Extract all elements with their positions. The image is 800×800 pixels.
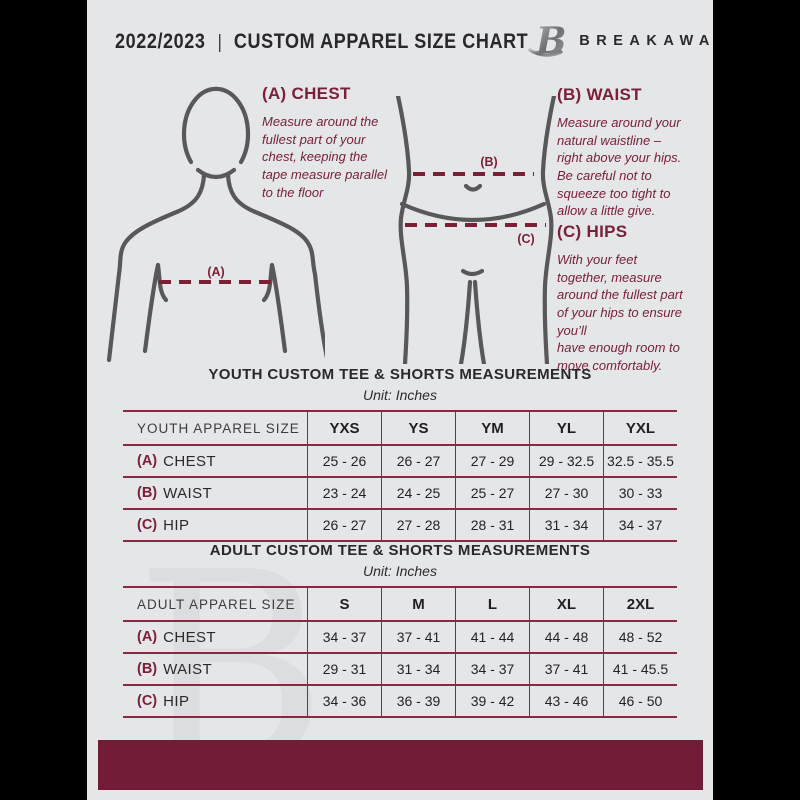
table-row: (B) WAIST 23 - 24 24 - 25 25 - 27 27 - 30 30 -… — [123, 478, 677, 510]
row-label: (C) HIP — [123, 686, 307, 716]
chest-marker-label: (A) — [207, 265, 224, 279]
measurement-value-cell: 44 - 48 — [529, 622, 603, 652]
table-row: (A) CHEST 25 - 26 26 - 27 27 - 29 29 - 32.5 32… — [123, 446, 677, 478]
chest-measurement-diagram: (A) — [106, 86, 325, 363]
row-label-text: HIP — [163, 516, 190, 534]
row-label: (B) WAIST — [123, 654, 307, 684]
chest-guide-heading: (A) CHEST — [262, 84, 351, 103]
size-chart-page: B 2022/2023 | CUSTOM APPAREL SIZE CHART … — [87, 0, 713, 800]
measurement-value-cell: 30 - 33 — [603, 478, 677, 508]
measurement-value-cell: 27 - 30 — [529, 478, 603, 508]
hips-guide-section: (C) HIPS With your feet together, measur… — [557, 222, 713, 375]
measurement-value-cell: 34 - 37 — [307, 622, 381, 652]
youth-size-table: YOUTH APPAREL SIZE YXS YS YM YL YXL (A) CHEST 25… — [123, 410, 677, 542]
size-column-header: YM — [455, 412, 529, 444]
row-label-prefix: (B) — [137, 485, 158, 501]
row-label-text: WAIST — [163, 660, 213, 678]
measurement-value-cell: 29 - 31 — [307, 654, 381, 684]
size-column-header: S — [307, 588, 381, 620]
row-label: (A) CHEST — [123, 622, 307, 652]
row-label-text: HIP — [163, 692, 190, 710]
row-label-text: CHEST — [163, 452, 216, 470]
row-label-prefix: (A) — [137, 453, 158, 469]
header-year: 2022/2023 — [115, 28, 206, 53]
measurement-value-cell: 27 - 29 — [455, 446, 529, 476]
measurement-value-cell: 31 - 34 — [529, 510, 603, 540]
table-header-row: ADULT APPAREL SIZE S M L XL 2XL — [123, 588, 677, 622]
measurement-value-cell: 37 - 41 — [529, 654, 603, 684]
youth-table-title: YOUTH CUSTOM TEE & SHORTS MEASUREMENTS — [208, 366, 592, 383]
measurement-value-cell: 24 - 25 — [381, 478, 455, 508]
waist-hips-measurement-diagram: (B) (C) — [395, 96, 557, 364]
size-column-header: YL — [529, 412, 603, 444]
table-row: (C) HIP 34 - 36 36 - 39 39 - 42 43 - 46 46 - 5… — [123, 686, 677, 718]
waist-marker-label: (B) — [480, 155, 497, 169]
size-column-header: L — [455, 588, 529, 620]
table-header-row: YOUTH APPAREL SIZE YXS YS YM YL YXL — [123, 412, 677, 446]
row-label-prefix: (C) — [137, 517, 158, 533]
size-column-header: XL — [529, 588, 603, 620]
row-label-column-header: ADULT APPAREL SIZE — [137, 596, 296, 612]
brand-name: BREAKAWAY — [579, 33, 713, 49]
measurement-value-cell: 23 - 24 — [307, 478, 381, 508]
size-column-header: YS — [381, 412, 455, 444]
measurement-value-cell: 37 - 41 — [381, 622, 455, 652]
page-title: CUSTOM APPAREL SIZE CHART — [233, 28, 529, 53]
measurement-value-cell: 25 - 26 — [307, 446, 381, 476]
chest-guide-section: (A) CHEST Measure around the fullest par… — [262, 84, 404, 201]
measurement-value-cell: 25 - 27 — [455, 478, 529, 508]
header-divider: | — [217, 29, 222, 52]
youth-table-unit: Unit: Inches — [363, 387, 437, 403]
measurement-value-cell: 46 - 50 — [603, 686, 677, 716]
measurement-value-cell: 43 - 46 — [529, 686, 603, 716]
row-label-text: CHEST — [163, 628, 216, 646]
measurement-value-cell: 26 - 27 — [307, 510, 381, 540]
adult-table-title: ADULT CUSTOM TEE & SHORTS MEASUREMENTS — [209, 542, 591, 559]
footer-bar — [98, 740, 703, 790]
row-label: (A) CHEST — [123, 446, 307, 476]
adult-size-table: ADULT APPAREL SIZE S M L XL 2XL (A) CHEST 34 - 3… — [123, 586, 677, 718]
waist-guide-heading: (B) WAIST — [557, 85, 642, 104]
measurement-value-cell: 34 - 37 — [603, 510, 677, 540]
measurement-value-cell: 26 - 27 — [381, 446, 455, 476]
row-label: (C) HIP — [123, 510, 307, 540]
hips-marker-label: (C) — [517, 232, 534, 246]
measurement-value-cell: 32.5 - 35.5 — [603, 446, 677, 476]
row-label-column-header: YOUTH APPAREL SIZE — [137, 420, 300, 436]
measurement-value-cell: 34 - 36 — [307, 686, 381, 716]
size-column-header: YXL — [603, 412, 677, 444]
size-column-header: M — [381, 588, 455, 620]
measurement-value-cell: 41 - 45.5 — [603, 654, 677, 684]
measurement-value-cell: 36 - 39 — [381, 686, 455, 716]
brand-lockup: B BREAKAWAY — [528, 21, 713, 61]
row-label-prefix: (A) — [137, 629, 158, 645]
chest-guide-text: Measure around the fullest part of your … — [262, 114, 388, 200]
waist-guide-text: Measure around your natural waistline – … — [557, 115, 682, 219]
measurement-value-cell: 48 - 52 — [603, 622, 677, 652]
breakaway-b-logo: B — [528, 21, 567, 61]
measurement-value-cell: 34 - 37 — [455, 654, 529, 684]
hips-guide-heading: (C) HIPS — [557, 222, 628, 241]
table-row: (B) WAIST 29 - 31 31 - 34 34 - 37 37 - 41 41 -… — [123, 654, 677, 686]
header-title-group: 2022/2023 | CUSTOM APPAREL SIZE CHART — [115, 29, 528, 53]
measurement-value-cell: 28 - 31 — [455, 510, 529, 540]
measurement-value-cell: 31 - 34 — [381, 654, 455, 684]
row-label-prefix: (C) — [137, 693, 158, 709]
size-column-header: YXS — [307, 412, 381, 444]
row-label-text: WAIST — [163, 484, 213, 502]
size-column-header: 2XL — [603, 588, 677, 620]
row-label-prefix: (B) — [137, 661, 158, 677]
adult-table-unit: Unit: Inches — [363, 563, 437, 579]
row-label: (B) WAIST — [123, 478, 307, 508]
measurement-value-cell: 29 - 32.5 — [529, 446, 603, 476]
table-row: (C) HIP 26 - 27 27 - 28 28 - 31 31 - 34 34 - 3… — [123, 510, 677, 542]
waist-guide-section: (B) WAIST Measure around your natural wa… — [557, 85, 709, 220]
measurement-value-cell: 39 - 42 — [455, 686, 529, 716]
hips-guide-text: With your feet together, measure around … — [557, 252, 683, 374]
measurement-value-cell: 41 - 44 — [455, 622, 529, 652]
measurement-value-cell: 27 - 28 — [381, 510, 455, 540]
header: 2022/2023 | CUSTOM APPAREL SIZE CHART B … — [115, 20, 713, 62]
table-row: (A) CHEST 34 - 37 37 - 41 41 - 44 44 - 48 48 -… — [123, 622, 677, 654]
